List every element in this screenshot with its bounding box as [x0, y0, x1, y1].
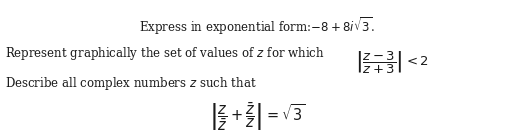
Text: $\left|\dfrac{z-3}{z+3}\right| < 2$: $\left|\dfrac{z-3}{z+3}\right| < 2$	[355, 50, 429, 76]
Text: Express in exponential form:$-8 + 8i\sqrt{3}$.: Express in exponential form:$-8 + 8i\sqr…	[139, 15, 375, 37]
Text: Represent graphically the set of values of $z$ for which: Represent graphically the set of values …	[5, 45, 325, 62]
Text: $\left|\dfrac{z}{\bar{z}} + \dfrac{\bar{z}}{z}\right| = \sqrt{3}$: $\left|\dfrac{z}{\bar{z}} + \dfrac{\bar{…	[209, 100, 305, 133]
Text: Describe all complex numbers $z$ such that: Describe all complex numbers $z$ such th…	[5, 75, 256, 92]
